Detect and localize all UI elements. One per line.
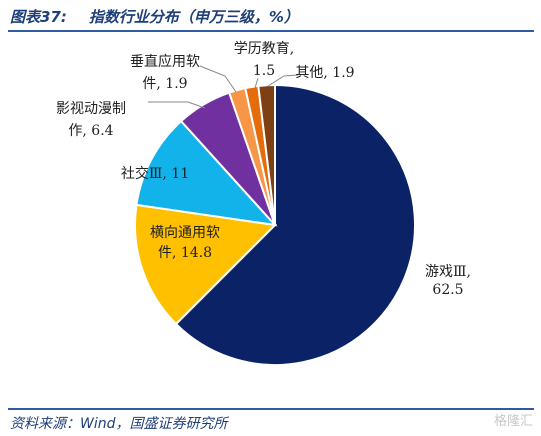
leader-line-3 — [148, 101, 206, 109]
slice-label-line: 其他, 1.9 — [295, 65, 354, 81]
slice-label-line: 1.5 — [253, 63, 275, 79]
leader-line-5 — [254, 77, 259, 89]
leader-line-4 — [199, 65, 237, 93]
figure-title: 图表37: 指数行业分布（申万三级，%） — [10, 6, 299, 27]
pie-slice-6 — [257, 83, 276, 226]
slice-label-6: 其他, 1.9 — [295, 65, 354, 81]
chart-title: 指数行业分布（申万三级，%） — [88, 8, 299, 26]
slice-label-3: 影视动漫制作, 6.4 — [56, 101, 126, 139]
slice-label-2: 社交Ⅲ, 11 — [121, 165, 189, 182]
slice-label-line: 件, 1.9 — [142, 76, 187, 92]
top-rule — [8, 30, 534, 32]
slice-label-5: 学历教育, 1.5 — [234, 41, 294, 79]
bottom-rule — [8, 408, 534, 410]
slice-label-1: 横向通用软件, 14.8 — [150, 225, 220, 261]
slice-label-line: 件, 14.8 — [158, 245, 212, 261]
pie-slice-0 — [174, 83, 416, 366]
watermark-logo: 格隆汇 — [493, 414, 533, 429]
slice-label-line: 游戏Ⅲ, — [425, 264, 471, 280]
slice-label-4: 垂直应用软件, 1.9 — [130, 53, 200, 92]
slice-label-line: 影视动漫制 — [56, 101, 126, 117]
slice-label-line: 横向通用软 — [150, 225, 220, 241]
leader-line-6 — [267, 74, 299, 87]
slice-label-line: 62.5 — [432, 282, 463, 298]
pie-leader-lines — [148, 65, 299, 109]
slice-label-line: 作, 6.4 — [68, 123, 113, 139]
slice-label-line: 学历教育, — [234, 41, 294, 57]
pie-slice-1 — [134, 203, 278, 326]
pie-slices — [134, 83, 416, 366]
slice-label-line: 垂直应用软 — [130, 53, 200, 70]
pie-slice-2 — [135, 119, 278, 227]
slice-label-line: 社交Ⅲ, 11 — [121, 165, 189, 182]
source-note: 资料来源：Wind，国盛证券研究所 — [10, 416, 228, 432]
slice-label-0: 游戏Ⅲ, 62.5 — [425, 264, 471, 298]
figure-number: 图表37: — [10, 8, 67, 26]
